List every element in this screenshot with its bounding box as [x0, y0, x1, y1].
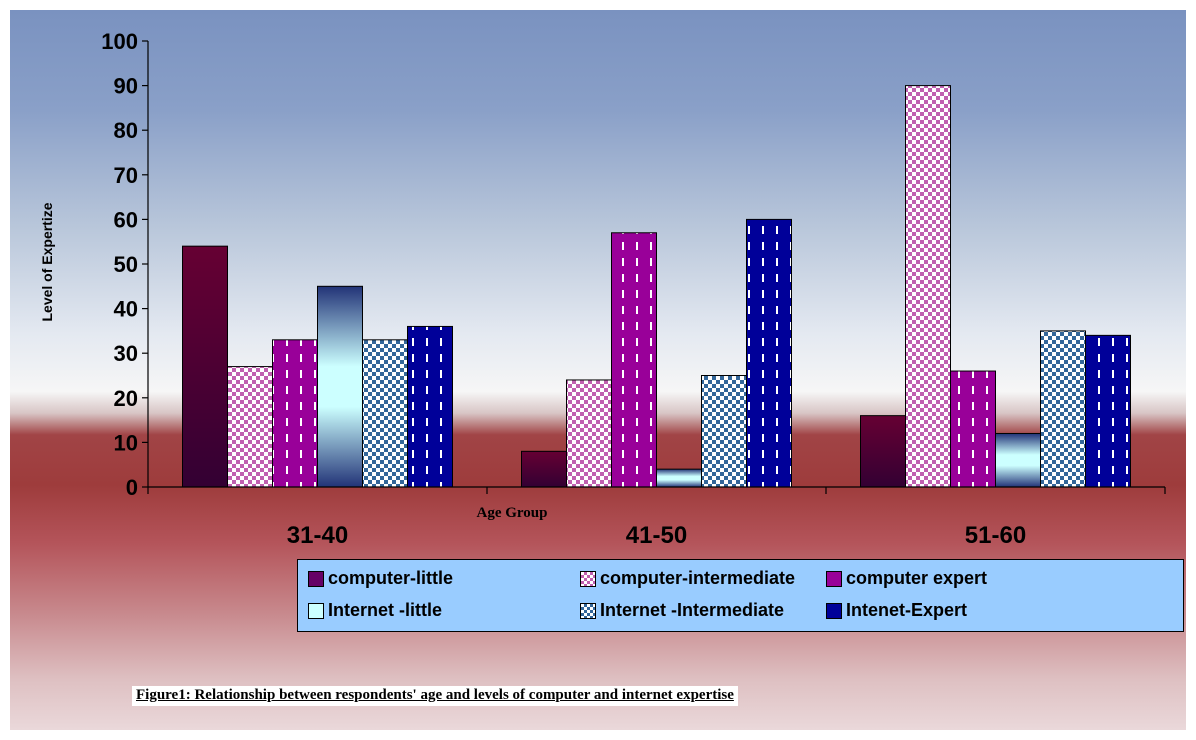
legend-item-internet-intermediate: Internet -Intermediate: [580, 600, 784, 621]
legend-swatch: [308, 602, 324, 619]
y-tick-label: 100: [101, 29, 138, 54]
bar-computer-little-41-50: [521, 450, 567, 488]
bar-internet-little-51-60: [995, 432, 1041, 488]
legend-swatch: [580, 602, 596, 619]
legend-swatch: [308, 570, 324, 587]
y-tick-label: 60: [114, 207, 138, 232]
bar-computer-intermediate-31-40: [227, 366, 273, 488]
y-tick-label: 0: [126, 475, 138, 500]
bar-computer-intermediate-51-60: [905, 85, 951, 488]
legend: computer-little computer-intermediate comp…: [297, 559, 1184, 632]
legend-label: computer expert: [846, 568, 988, 588]
legend-item-intenet-expert: Intenet-Expert: [826, 600, 967, 621]
y-tick-label: 20: [114, 386, 138, 411]
legend-swatch: [826, 602, 842, 619]
x-tick-label: 51-60: [965, 522, 1026, 549]
bar-computer-expert-51-60: [950, 370, 996, 488]
y-tick-label: 40: [114, 297, 138, 322]
bar-computer-expert-41-50: [611, 232, 657, 488]
x-axis-label: Age Group: [477, 505, 548, 521]
legend-item-computer-expert: computer expert: [826, 568, 987, 589]
figure-caption: Figure1: Relationship between respondent…: [132, 686, 738, 706]
y-tick-label: 50: [114, 252, 138, 277]
legend-item-computer-intermediate: computer-intermediate: [580, 568, 795, 589]
bar-computer-intermediate-41-50: [566, 379, 612, 488]
bar-intenet-expert-31-40: [407, 325, 453, 488]
x-tick-label: 41-50: [626, 522, 687, 549]
legend-label: Internet -little: [328, 600, 443, 620]
y-tick-label: 80: [114, 118, 138, 143]
bar-intenet-expert-41-50: [746, 218, 792, 488]
legend-label: computer-intermediate: [600, 568, 796, 588]
y-tick-label: 70: [114, 163, 138, 188]
bar-internet-intermediate-31-40: [362, 339, 408, 488]
y-tick-label: 30: [114, 341, 138, 366]
bar-computer-little-51-60: [860, 415, 906, 488]
legend-item-computer-little: computer-little: [308, 568, 453, 589]
legend-label: Internet -Intermediate: [600, 600, 785, 620]
legend-label: computer-little: [328, 568, 454, 588]
legend-swatch: [826, 570, 842, 587]
x-tick-label: 31-40: [287, 522, 348, 549]
bar-internet-intermediate-41-50: [701, 375, 747, 488]
y-tick-label: 10: [114, 430, 138, 455]
bar-computer-expert-31-40: [272, 339, 318, 488]
bar-internet-little-31-40: [317, 285, 363, 488]
bar-internet-little-41-50: [656, 468, 702, 488]
bars-group: [182, 85, 1131, 488]
y-axis-label: Level of Expertize: [39, 202, 55, 321]
bar-internet-intermediate-51-60: [1040, 330, 1086, 488]
legend-item-internet-little: Internet -little: [308, 600, 442, 621]
bar-intenet-expert-51-60: [1085, 334, 1131, 488]
legend-label: Intenet-Expert: [846, 600, 968, 620]
legend-swatch: [580, 570, 596, 587]
axes-group: 31-40 41-50 51-60 0 10 20 30 40 50 60 70 80 90 100: [101, 29, 1166, 549]
y-tick-label: 90: [114, 74, 138, 99]
bar-computer-little-31-40: [182, 245, 228, 488]
